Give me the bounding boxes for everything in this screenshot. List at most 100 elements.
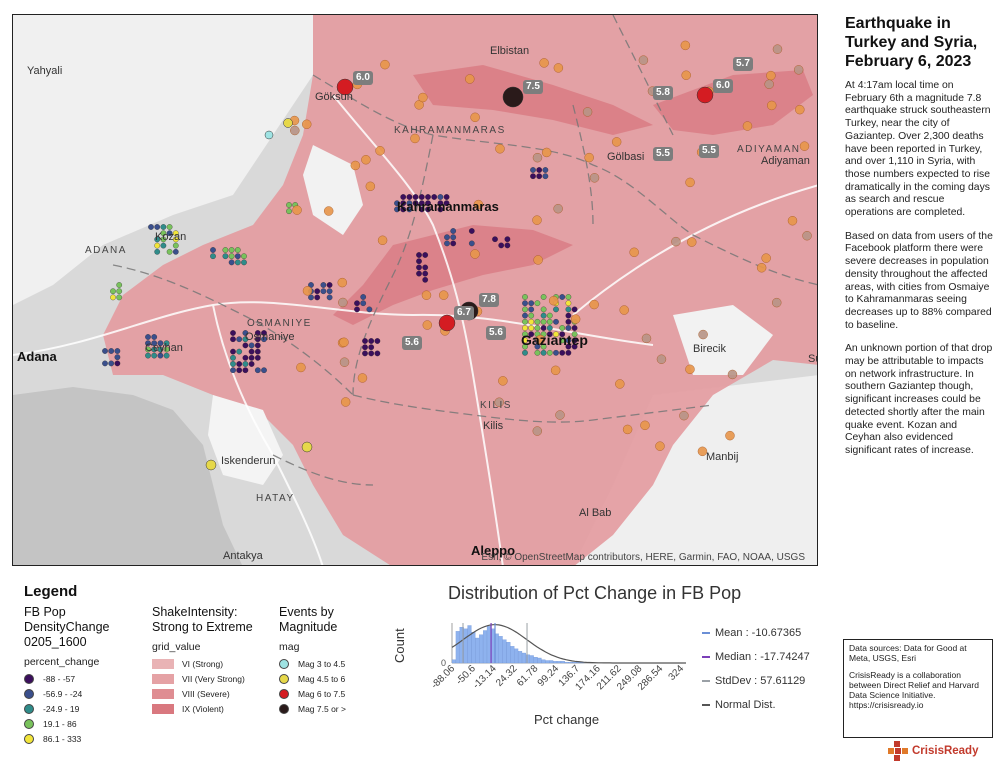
event-circle[interactable] bbox=[336, 78, 354, 96]
aftershock-circle[interactable] bbox=[323, 206, 334, 216]
aftershock-circle[interactable] bbox=[421, 290, 432, 300]
aftershock-circle[interactable] bbox=[292, 205, 302, 215]
aftershock-circle[interactable] bbox=[638, 55, 649, 65]
fb-pop-dot bbox=[314, 288, 321, 295]
aftershock-circle[interactable] bbox=[685, 364, 695, 375]
aftershock-circle[interactable] bbox=[582, 107, 593, 117]
aftershock-circle[interactable] bbox=[422, 320, 433, 330]
aftershock-circle[interactable] bbox=[339, 337, 349, 348]
aftershock-circle[interactable] bbox=[410, 133, 420, 144]
aftershock-circle[interactable] bbox=[799, 141, 810, 151]
aftershock-circle[interactable] bbox=[470, 112, 480, 123]
aftershock-circle[interactable] bbox=[339, 357, 350, 367]
aftershock-circle[interactable] bbox=[619, 305, 629, 315]
aftershock-circle[interactable] bbox=[532, 215, 542, 225]
aftershock-circle[interactable] bbox=[290, 125, 300, 136]
aftershock-circle[interactable] bbox=[438, 290, 449, 300]
aftershock-circle[interactable] bbox=[377, 235, 388, 246]
aftershock-circle[interactable] bbox=[764, 79, 774, 89]
aftershock-circle[interactable] bbox=[418, 92, 428, 103]
aftershock-circle[interactable] bbox=[470, 249, 480, 259]
aftershock-circle[interactable] bbox=[671, 236, 681, 247]
aftershock-circle[interactable] bbox=[548, 295, 559, 306]
aftershock-circle[interactable] bbox=[465, 74, 475, 84]
aftershock-circle[interactable] bbox=[680, 40, 691, 51]
aftershock-circle[interactable] bbox=[766, 100, 777, 111]
aftershock-circle[interactable] bbox=[495, 144, 505, 154]
aftershock-circle[interactable] bbox=[611, 137, 622, 147]
fb-pop-dot bbox=[154, 248, 161, 255]
aftershock-circle[interactable] bbox=[494, 397, 504, 407]
event-circle[interactable] bbox=[205, 459, 217, 471]
histogram-bar bbox=[525, 654, 530, 664]
aftershock-circle[interactable] bbox=[622, 424, 633, 435]
aftershock-circle[interactable] bbox=[533, 255, 543, 265]
aftershock-circle[interactable] bbox=[302, 286, 313, 296]
aftershock-circle[interactable] bbox=[350, 160, 361, 171]
aftershock-circle[interactable] bbox=[725, 430, 735, 441]
fb-pop-dot bbox=[172, 230, 179, 237]
aftershock-circle[interactable] bbox=[473, 199, 484, 210]
aftershock-circle[interactable] bbox=[365, 181, 376, 192]
aftershock-circle[interactable] bbox=[357, 373, 368, 383]
aftershock-circle[interactable] bbox=[541, 147, 552, 158]
aftershock-circle[interactable] bbox=[641, 333, 652, 344]
aftershock-circle[interactable] bbox=[771, 297, 782, 308]
aftershock-circle[interactable] bbox=[337, 277, 348, 288]
event-circle[interactable] bbox=[438, 314, 456, 332]
event-circle[interactable] bbox=[696, 86, 714, 104]
aftershock-circle[interactable] bbox=[793, 65, 804, 75]
aftershock-circle[interactable] bbox=[570, 314, 581, 324]
map-view[interactable]: Yahyali Elbistan Göksun KAHRAMANMARAS Gö… bbox=[12, 14, 818, 566]
aftershock-circle[interactable] bbox=[685, 177, 695, 188]
aftershock-circle[interactable] bbox=[555, 410, 565, 420]
aftershock-circle[interactable] bbox=[802, 230, 812, 241]
aftershock-circle[interactable] bbox=[766, 70, 776, 81]
aftershock-circle[interactable] bbox=[380, 59, 390, 70]
aftershock-circle[interactable] bbox=[742, 121, 753, 131]
aftershock-circle[interactable] bbox=[698, 329, 708, 340]
aftershock-circle[interactable] bbox=[629, 247, 639, 258]
fb-pop-dot bbox=[145, 334, 151, 340]
place-goksun: Göksun bbox=[315, 91, 353, 103]
map-canvas[interactable] bbox=[13, 15, 818, 566]
aftershock-circle[interactable] bbox=[589, 299, 599, 310]
aftershock-circle[interactable] bbox=[681, 70, 691, 80]
aftershock-circle[interactable] bbox=[795, 104, 805, 115]
stat-normal-label: Normal Dist. bbox=[715, 699, 776, 711]
aftershock-circle[interactable] bbox=[539, 58, 549, 68]
aftershock-circle[interactable] bbox=[532, 152, 543, 163]
aftershock-circle[interactable] bbox=[375, 145, 385, 156]
aftershock-circle[interactable] bbox=[640, 420, 650, 431]
aftershock-circle[interactable] bbox=[787, 215, 798, 226]
aftershock-circle[interactable] bbox=[535, 334, 546, 345]
event-circle[interactable] bbox=[301, 441, 313, 453]
aftershock-circle[interactable] bbox=[697, 446, 708, 457]
aftershock-circle[interactable] bbox=[498, 376, 508, 386]
aftershock-circle[interactable] bbox=[302, 119, 312, 130]
aftershock-circle[interactable] bbox=[761, 253, 771, 263]
aftershock-circle[interactable] bbox=[655, 441, 665, 451]
aftershock-circle[interactable] bbox=[361, 154, 371, 165]
fb-pop-dot bbox=[366, 306, 373, 313]
aftershock-circle[interactable] bbox=[550, 365, 561, 376]
aftershock-circle[interactable] bbox=[727, 369, 738, 380]
event-circle[interactable] bbox=[283, 118, 293, 128]
aftershock-circle[interactable] bbox=[553, 63, 564, 73]
aftershock-circle[interactable] bbox=[615, 379, 625, 389]
aftershock-circle[interactable] bbox=[687, 237, 697, 247]
aftershock-circle[interactable] bbox=[296, 362, 306, 373]
event-circle[interactable] bbox=[264, 130, 274, 140]
aftershock-circle[interactable] bbox=[589, 173, 600, 183]
aftershock-circle[interactable] bbox=[656, 354, 667, 364]
aftershock-circle[interactable] bbox=[338, 297, 348, 308]
aftershock-circle[interactable] bbox=[679, 410, 689, 421]
aftershock-circle[interactable] bbox=[584, 152, 594, 163]
aftershock-circle[interactable] bbox=[553, 203, 563, 214]
aftershock-circle[interactable] bbox=[532, 426, 543, 436]
event-circle[interactable] bbox=[502, 86, 524, 108]
aftershock-circle[interactable] bbox=[340, 397, 351, 407]
aftershock-circle[interactable] bbox=[756, 263, 767, 273]
legend-event-class-label: Mag 7.5 or > bbox=[298, 703, 346, 714]
aftershock-circle[interactable] bbox=[772, 44, 783, 54]
